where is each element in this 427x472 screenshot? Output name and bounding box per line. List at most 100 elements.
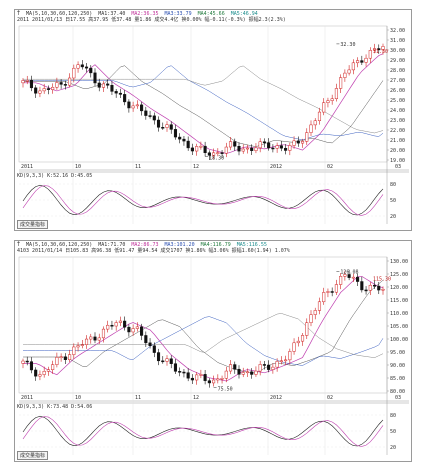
candle-body bbox=[292, 342, 296, 352]
candle-body bbox=[144, 335, 148, 344]
ma1-value: MA1:71.70 bbox=[98, 242, 126, 248]
candle-body bbox=[76, 345, 80, 348]
price-tick-label: 29.00 bbox=[390, 58, 405, 64]
candle-body bbox=[199, 145, 203, 148]
candle-body bbox=[29, 80, 34, 89]
ma-label: MA(5,10,30,60,120,250) bbox=[26, 11, 93, 17]
candle-body bbox=[68, 77, 72, 86]
candle-body bbox=[364, 57, 368, 63]
candle-body bbox=[351, 276, 355, 279]
moving-average-line bbox=[23, 313, 384, 358]
price-tick-label: 30.00 bbox=[390, 48, 405, 54]
candle-body bbox=[178, 371, 182, 373]
candle-body bbox=[220, 152, 224, 154]
time-tick-label: 03 bbox=[395, 164, 401, 170]
time-tick-label: 2011 bbox=[21, 164, 33, 170]
candle-body bbox=[203, 374, 207, 381]
low-price-label: 18.30 bbox=[209, 156, 224, 162]
ma1-value: MA1:37.40 bbox=[98, 11, 126, 17]
chart-panel-bottom[interactable]: Ť MA(5,10,30,60,120,250) MA1:71.70 MA2:8… bbox=[14, 240, 412, 462]
candle-body bbox=[59, 82, 63, 85]
price-tick-label: 125.00 bbox=[390, 272, 408, 278]
candle-body bbox=[135, 104, 139, 107]
candle-body bbox=[169, 358, 173, 364]
indicator-tab-bottom[interactable]: 成交量指标 bbox=[17, 451, 49, 460]
candle-body bbox=[317, 301, 322, 311]
candle-body bbox=[123, 94, 127, 103]
price-tick-label: 130.00 bbox=[390, 259, 408, 265]
ma-header-top: Ť MA(5,10,30,60,120,250) MA1:37.40 MA2:3… bbox=[17, 11, 261, 17]
moving-average-line bbox=[23, 316, 384, 366]
candle-body bbox=[212, 152, 216, 156]
candle-body bbox=[89, 67, 93, 74]
candle-body bbox=[356, 276, 360, 282]
candle-body bbox=[254, 370, 258, 375]
time-tick-label: 2012 bbox=[270, 395, 282, 401]
indicator-tab-top[interactable]: 成交量指标 bbox=[17, 220, 49, 229]
candle-body bbox=[72, 346, 76, 355]
candle-body bbox=[152, 115, 156, 121]
candle-body bbox=[89, 336, 93, 340]
candle-body bbox=[38, 90, 42, 94]
candle-body bbox=[63, 84, 67, 86]
ma-header-bottom: Ť MA(5,10,30,60,120,250) MA1:71.70 MA2:8… bbox=[17, 242, 270, 248]
candle-body bbox=[68, 354, 72, 360]
candle-body bbox=[326, 291, 330, 293]
candle-body bbox=[284, 147, 288, 151]
candle-body bbox=[305, 322, 309, 336]
candle-body bbox=[212, 379, 216, 384]
ma4-value: MA4:45.66 bbox=[197, 11, 225, 17]
candle-body bbox=[254, 147, 258, 151]
candle-body bbox=[135, 326, 139, 329]
kdj-label-bottom: KD(9,3,3) K:73.48 D:54.06 bbox=[17, 404, 93, 410]
candle-body bbox=[275, 361, 279, 368]
price-tick-label: 21.00 bbox=[390, 138, 405, 144]
candle-body bbox=[25, 360, 29, 363]
candle-body bbox=[334, 284, 338, 293]
candle-body bbox=[148, 342, 152, 346]
candle-body bbox=[21, 80, 25, 84]
candle-body bbox=[190, 147, 194, 152]
candle-body bbox=[343, 72, 347, 78]
moving-average-line bbox=[23, 280, 384, 374]
price-tick-label: 110.00 bbox=[390, 311, 408, 317]
candle-body bbox=[326, 100, 330, 103]
candle-body bbox=[195, 146, 199, 152]
candle-body bbox=[330, 291, 334, 293]
chart-panel-top[interactable]: Ť MA(5,10,30,60,120,250) MA1:37.40 MA2:3… bbox=[14, 9, 412, 231]
candle-body bbox=[80, 344, 84, 346]
candlestick-chart-bottom[interactable]: 130.00 125.00 120.00 115.00 110.00 105.00 100.… bbox=[15, 241, 411, 461]
time-tick-label: 10 bbox=[75, 395, 81, 401]
candle-body bbox=[186, 140, 190, 149]
stock-code: Ť bbox=[17, 11, 21, 17]
candle-body bbox=[156, 119, 161, 128]
candle-body bbox=[25, 80, 29, 82]
candle-body bbox=[313, 310, 317, 315]
price-tick-label: 27.00 bbox=[390, 78, 405, 84]
price-tick-label: 24.00 bbox=[390, 108, 405, 114]
candle-body bbox=[317, 111, 322, 121]
time-tick-label: 12 bbox=[193, 395, 199, 401]
price-tick-label: 90.00 bbox=[390, 363, 405, 369]
candle-body bbox=[93, 336, 97, 341]
main-plot-frame bbox=[18, 25, 388, 163]
candle-body bbox=[199, 374, 203, 376]
candle-body bbox=[101, 83, 106, 88]
candle-body bbox=[267, 364, 271, 370]
high-price-label: 126.08 bbox=[340, 269, 358, 275]
candle-body bbox=[313, 120, 317, 126]
candle-body bbox=[245, 371, 250, 374]
candle-body bbox=[258, 141, 262, 149]
high-price-label: 32.30 bbox=[340, 42, 355, 48]
time-tick-label: 02 bbox=[327, 395, 333, 401]
candle-body bbox=[131, 105, 135, 109]
moving-average-line bbox=[23, 65, 384, 141]
time-tick-label: 10 bbox=[75, 164, 81, 170]
candle-body bbox=[330, 98, 334, 101]
candle-body bbox=[55, 357, 59, 365]
candle-body bbox=[97, 82, 101, 88]
price-tick-label: 85.00 bbox=[390, 376, 405, 382]
price-tick-label: 22.00 bbox=[390, 128, 405, 134]
candlestick-chart-top[interactable]: 32.00 31.00 30.00 29.00 28.00 27.00 26.00 25.00… bbox=[15, 10, 411, 230]
candle-body bbox=[224, 370, 228, 379]
